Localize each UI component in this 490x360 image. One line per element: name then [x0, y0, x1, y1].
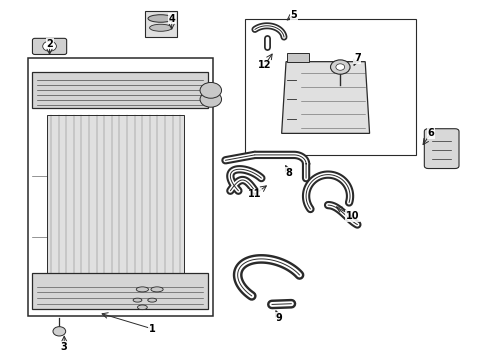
Text: 1: 1: [149, 324, 155, 334]
Text: 8: 8: [286, 168, 293, 178]
Text: 12: 12: [258, 60, 271, 70]
Polygon shape: [282, 62, 369, 134]
Circle shape: [43, 41, 56, 51]
Bar: [32, 273, 208, 309]
Circle shape: [200, 91, 221, 107]
Ellipse shape: [151, 287, 163, 292]
Ellipse shape: [149, 24, 172, 31]
Bar: [145, 12, 176, 37]
Ellipse shape: [148, 15, 173, 22]
Ellipse shape: [138, 305, 147, 310]
Text: 2: 2: [46, 39, 53, 49]
Text: 3: 3: [61, 342, 68, 352]
Text: 4: 4: [169, 14, 175, 24]
Bar: [245, 19, 416, 155]
Text: 9: 9: [276, 313, 283, 323]
Text: 10: 10: [346, 211, 359, 221]
FancyBboxPatch shape: [424, 129, 459, 168]
Text: 5: 5: [291, 10, 297, 20]
Circle shape: [336, 64, 344, 70]
Bar: [287, 53, 309, 62]
Ellipse shape: [136, 287, 148, 292]
Circle shape: [331, 60, 350, 74]
Ellipse shape: [148, 298, 157, 302]
Circle shape: [53, 327, 66, 336]
FancyBboxPatch shape: [32, 39, 67, 54]
Bar: [32, 72, 208, 108]
Text: 7: 7: [354, 53, 361, 63]
Bar: [47, 116, 184, 298]
Circle shape: [200, 82, 221, 98]
Text: 11: 11: [248, 189, 262, 199]
Ellipse shape: [133, 298, 142, 302]
Text: 6: 6: [427, 129, 434, 138]
